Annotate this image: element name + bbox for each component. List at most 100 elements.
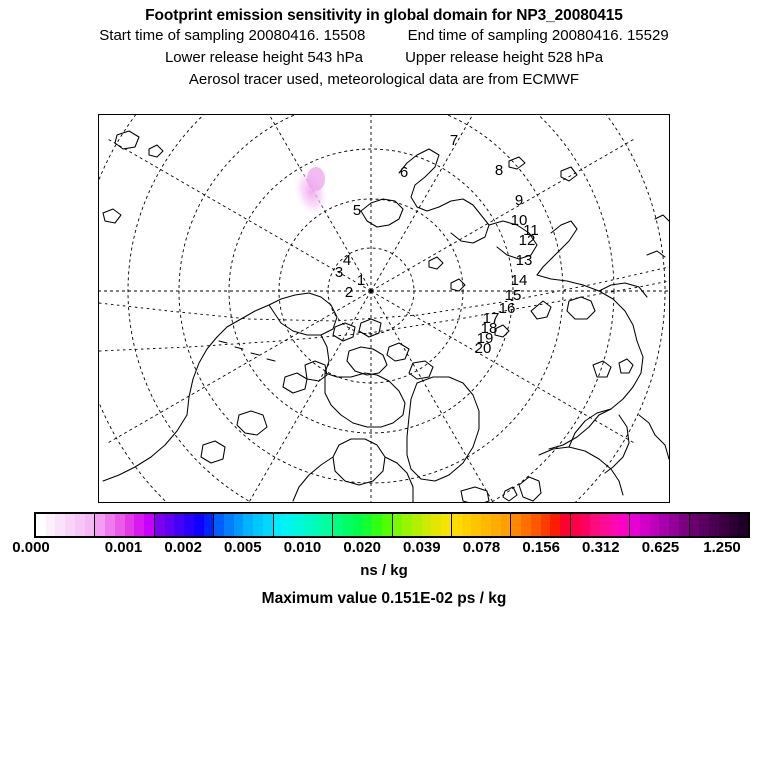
- colorbar-swatch: [540, 514, 551, 536]
- colorbar-segment-6: [392, 514, 452, 536]
- colorbar-swatch: [45, 514, 56, 536]
- colorbar-swatch: [590, 514, 600, 536]
- trajectory-number: 14: [511, 272, 528, 289]
- colorbar-segment-0: [36, 514, 96, 536]
- colorbar-segment-4: [273, 514, 334, 536]
- colorbar-swatch: [709, 514, 719, 536]
- colorbar-swatch: [362, 514, 373, 536]
- trajectory-number: 4: [343, 252, 351, 269]
- colorbar-swatch: [521, 514, 531, 536]
- colorbar-swatch: [669, 514, 679, 536]
- colorbar-swatch: [718, 514, 729, 536]
- trajectory-number: 5: [353, 202, 361, 219]
- colorbar-swatch: [431, 514, 442, 536]
- colorbar-segment-11: [689, 514, 749, 536]
- tracer-info-row: Aerosol tracer used, meteorological data…: [0, 69, 768, 91]
- trajectory-number: 16: [499, 300, 516, 317]
- colorbar-swatch: [530, 514, 541, 536]
- colorbar-swatch: [511, 514, 522, 536]
- colorbar-swatch: [678, 514, 689, 536]
- colorbar-swatch: [441, 514, 451, 536]
- colorbar-swatch: [312, 514, 323, 536]
- colorbar-swatch: [65, 514, 75, 536]
- colorbar-swatch: [600, 514, 610, 536]
- colorbar-swatch: [224, 514, 234, 536]
- colorbar-swatch: [55, 514, 66, 536]
- colorbar-unit-label: ns / kg: [360, 562, 408, 579]
- colorbar-swatch: [630, 514, 640, 536]
- colorbar-tick-label: 0.002: [164, 539, 202, 556]
- colorbar-swatch: [471, 514, 482, 536]
- trajectory-number: 7: [450, 132, 458, 149]
- colorbar-swatch: [322, 514, 333, 536]
- trajectory-number: 1: [357, 272, 365, 289]
- colorbar-tick-label: 0.005: [224, 539, 262, 556]
- colorbar-segment-9: [570, 514, 631, 536]
- colorbar-swatch: [728, 514, 739, 536]
- colorbar-tick-label: 0.001: [104, 539, 143, 556]
- start-time-label: Start time of sampling 20080416. 15508: [99, 27, 366, 44]
- colorbar-swatch: [302, 514, 313, 536]
- trajectory-number: 9: [515, 192, 523, 209]
- colorbar-swatch: [689, 514, 700, 536]
- colorbar-tick-label: 0.312: [582, 539, 620, 556]
- emission-plume: [292, 166, 330, 218]
- colorbar: [34, 512, 750, 538]
- colorbar-swatch: [214, 514, 224, 536]
- colorbar-swatch: [421, 514, 432, 536]
- colorbar-swatch: [699, 514, 710, 536]
- colorbar-swatch: [243, 514, 254, 536]
- trajectory-number: 15: [505, 287, 522, 304]
- colorbar-tick-label: 0.078: [462, 539, 501, 556]
- colorbar-tick-label: 0.039: [403, 539, 441, 556]
- colorbar-tick-labels: 0.000 0.001 0.002 0.005 0.010 0.020 0.039 0.078…: [0, 539, 768, 559]
- colorbar-swatch: [105, 514, 115, 536]
- release-height-row: Lower release height 543 hPa Upper relea…: [0, 47, 768, 69]
- colorbar-swatch: [352, 514, 363, 536]
- colorbar-swatch: [619, 514, 630, 536]
- colorbar-swatch: [392, 514, 403, 536]
- colorbar-swatch: [481, 514, 491, 536]
- colorbar-swatch: [164, 514, 175, 536]
- colorbar-swatch: [381, 514, 392, 536]
- trajectory-number: 2: [345, 284, 353, 301]
- colorbar-swatch: [293, 514, 303, 536]
- trajectory-number: 20: [475, 340, 492, 357]
- colorbar-swatch: [550, 514, 561, 536]
- colorbar-swatch: [570, 514, 581, 536]
- trajectory-number: 12: [519, 232, 536, 249]
- colorbar-swatch: [639, 514, 650, 536]
- colorbar-swatch: [203, 514, 214, 536]
- maximum-value-label: Maximum value 0.151E-02 ps / kg: [261, 590, 507, 607]
- trajectory-path: [99, 266, 669, 352]
- colorbar-swatch: [262, 514, 273, 536]
- trajectory-number: 10: [511, 212, 528, 229]
- colorbar-segment-7: [451, 514, 512, 536]
- colorbar-swatch: [402, 514, 412, 536]
- tracer-label: Aerosol tracer used, meteorological data…: [188, 71, 580, 88]
- colorbar-segment-3: [214, 514, 274, 536]
- trajectory-number: 6: [400, 164, 408, 181]
- colorbar-tick-label: 0.625: [641, 539, 680, 556]
- upper-release-height-label: Upper release height 528 hPa: [405, 49, 604, 66]
- colorbar-tick-label: 0.010: [283, 539, 322, 556]
- end-time-label: End time of sampling 20080416. 15529: [407, 27, 669, 44]
- colorbar-swatch: [174, 514, 185, 536]
- lower-release-height-label: Lower release height 543 hPa: [164, 49, 363, 66]
- trajectory-number: 11: [523, 222, 539, 239]
- colorbar-swatch: [333, 514, 343, 536]
- colorbar-swatch: [461, 514, 472, 536]
- colorbar-tick-label: 0.020: [343, 539, 381, 556]
- colorbar-swatch: [560, 514, 570, 536]
- colorbar-segment-8: [511, 514, 571, 536]
- colorbar-swatch: [95, 514, 106, 536]
- colorbar-swatch: [649, 514, 660, 536]
- trajectory-number: 13: [516, 252, 533, 269]
- colorbar-swatch: [738, 514, 749, 536]
- colorbar-tick-label: 0.000: [12, 539, 50, 556]
- colorbar-swatch: [659, 514, 670, 536]
- trajectory-number: 3: [335, 264, 343, 281]
- colorbar-swatch: [124, 514, 135, 536]
- colorbar-swatch: [184, 514, 194, 536]
